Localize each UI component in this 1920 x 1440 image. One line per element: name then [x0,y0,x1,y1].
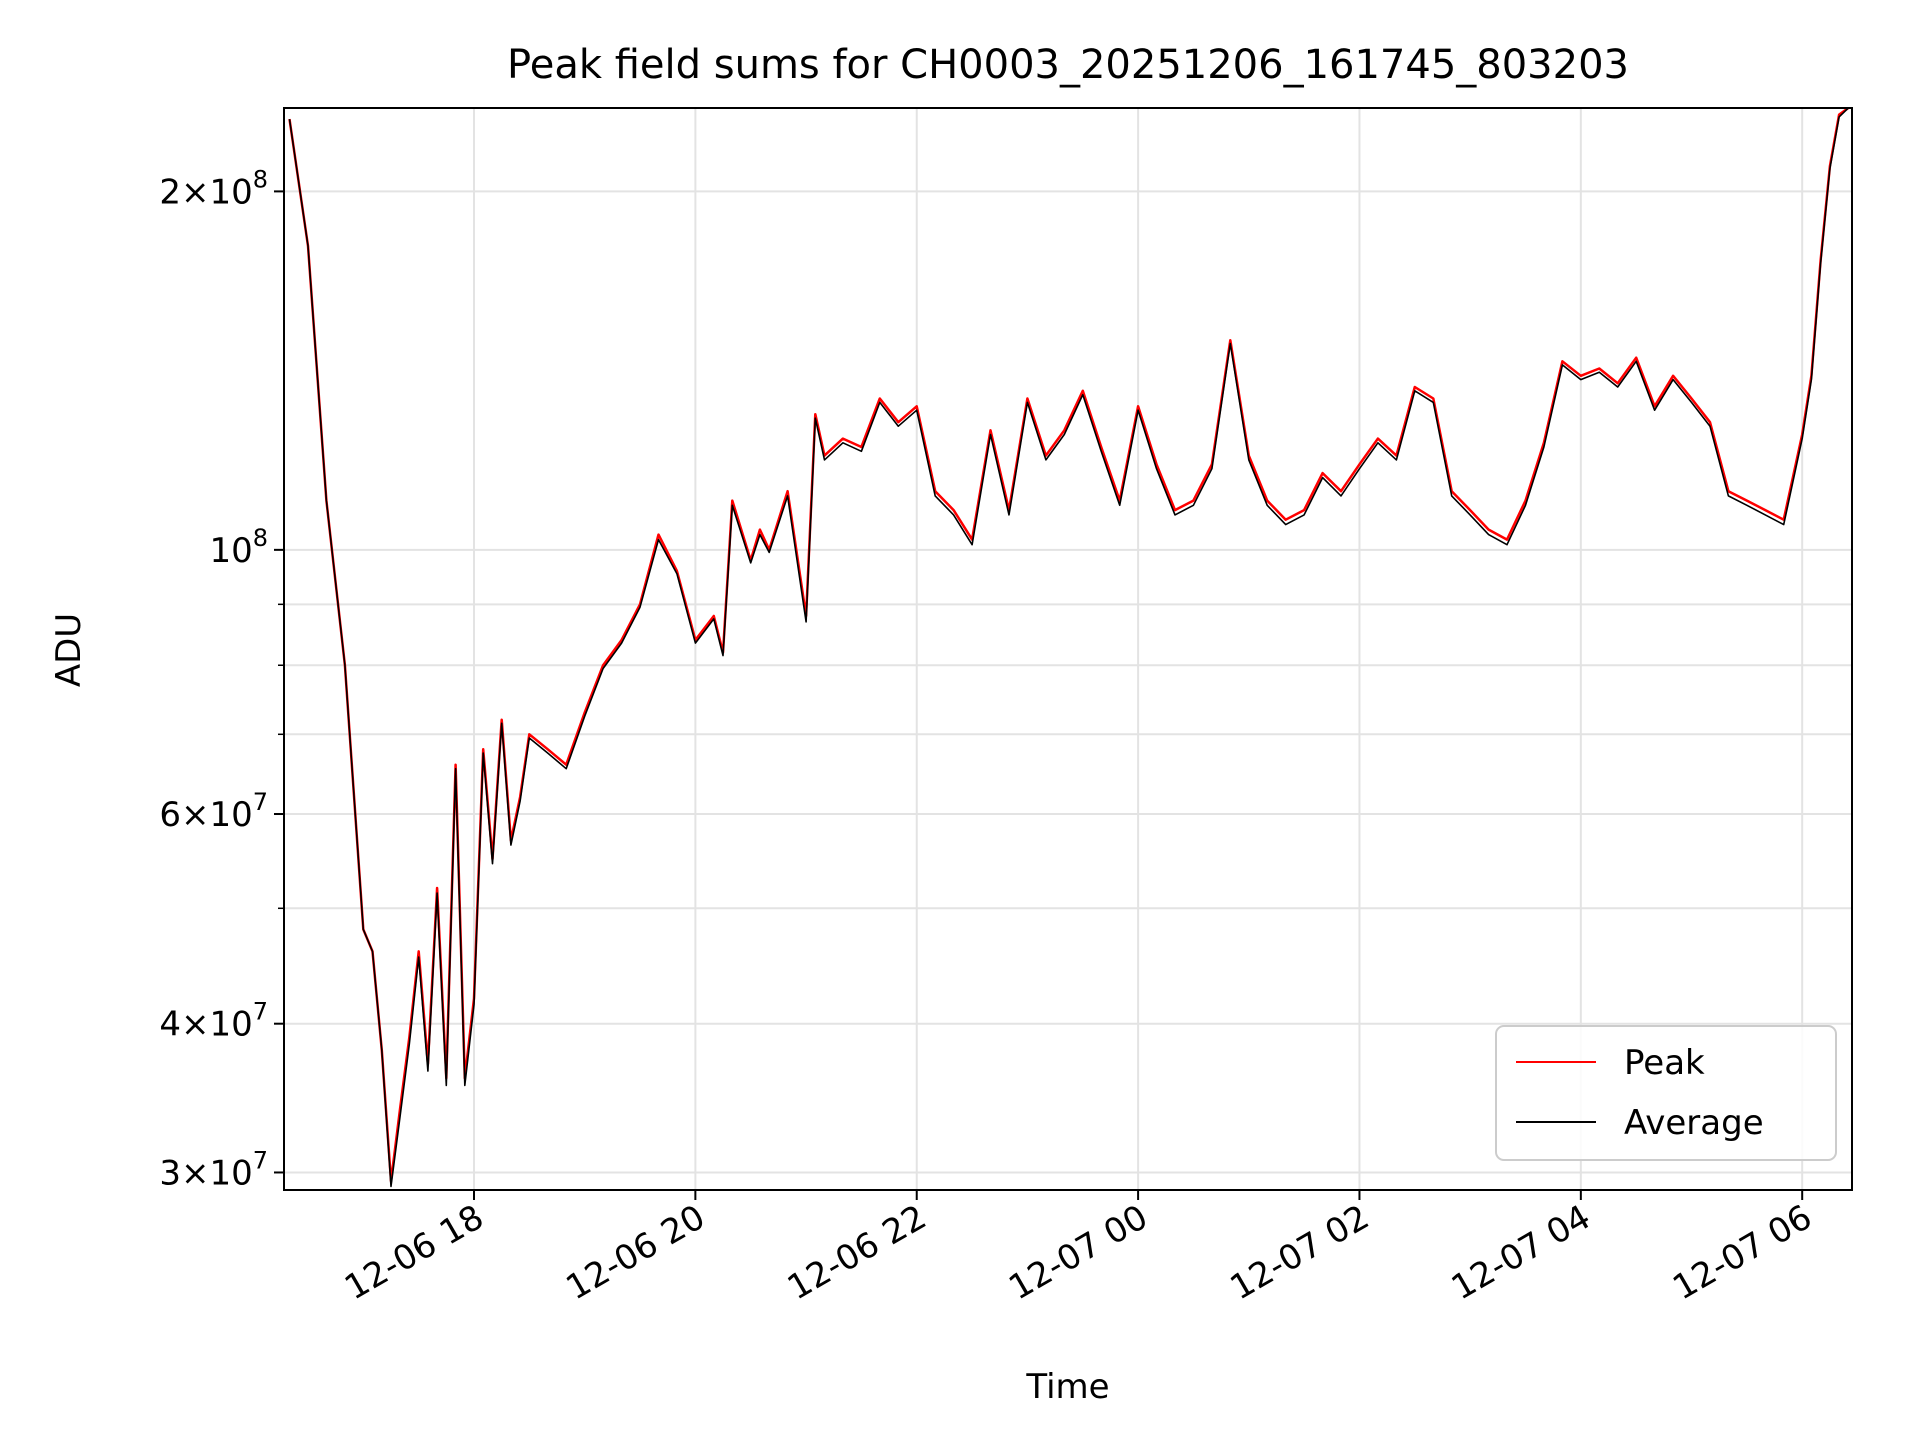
y-tick-label: 2×108 [159,165,268,212]
legend: Peak Average [1495,1025,1837,1161]
plot-area [288,108,1850,1188]
y-tick-label: 3×107 [159,1146,268,1193]
legend-label-peak: Peak [1624,1043,1705,1083]
series-line-average [288,108,1849,1188]
legend-box [1495,1025,1837,1161]
x-axis-label: Time [1025,1367,1109,1407]
y-axis-label: ADU [49,613,89,687]
y-axis: 3×107 4×107 6×107 108 2×108 [159,165,284,1193]
legend-label-average: Average [1624,1103,1764,1143]
y-tick-label: 108 [209,524,268,571]
grid [284,108,1852,1190]
y-tick-label: 6×107 [159,788,268,835]
axes-frame [283,107,1853,1191]
y-tick-label: 4×107 [159,998,268,1045]
chart-title: Peak field sums for CH0003_20251206_1617… [507,42,1629,88]
